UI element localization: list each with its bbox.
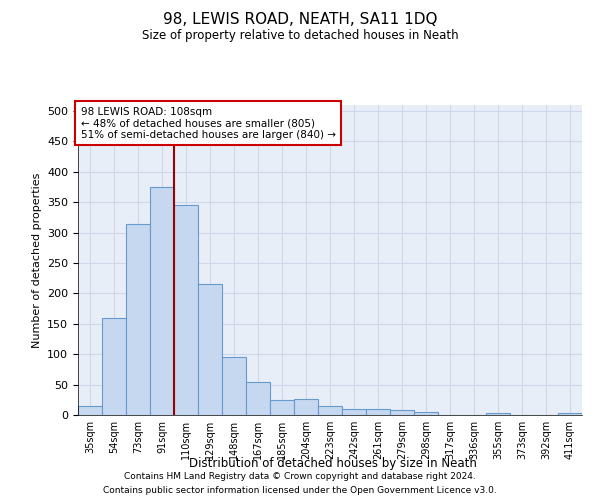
Bar xyxy=(150,187,174,415)
Bar xyxy=(318,406,342,415)
Bar xyxy=(486,413,510,415)
Bar xyxy=(246,382,270,415)
Bar xyxy=(174,206,198,415)
Y-axis label: Number of detached properties: Number of detached properties xyxy=(32,172,41,348)
Text: Size of property relative to detached houses in Neath: Size of property relative to detached ho… xyxy=(142,29,458,42)
Bar xyxy=(414,412,438,415)
Text: 98 LEWIS ROAD: 108sqm
← 48% of detached houses are smaller (805)
51% of semi-det: 98 LEWIS ROAD: 108sqm ← 48% of detached … xyxy=(80,106,335,140)
Text: 98, LEWIS ROAD, NEATH, SA11 1DQ: 98, LEWIS ROAD, NEATH, SA11 1DQ xyxy=(163,12,437,28)
Bar xyxy=(558,413,582,415)
Bar xyxy=(270,400,294,415)
Bar xyxy=(198,284,222,415)
Bar xyxy=(102,318,126,415)
Text: Contains public sector information licensed under the Open Government Licence v3: Contains public sector information licen… xyxy=(103,486,497,495)
Bar xyxy=(390,410,414,415)
Bar xyxy=(294,398,318,415)
Bar xyxy=(222,358,246,415)
Bar xyxy=(366,409,390,415)
Text: Contains HM Land Registry data © Crown copyright and database right 2024.: Contains HM Land Registry data © Crown c… xyxy=(124,472,476,481)
Text: Distribution of detached houses by size in Neath: Distribution of detached houses by size … xyxy=(189,458,477,470)
Bar xyxy=(78,406,102,415)
Bar xyxy=(126,224,150,415)
Bar xyxy=(342,409,366,415)
